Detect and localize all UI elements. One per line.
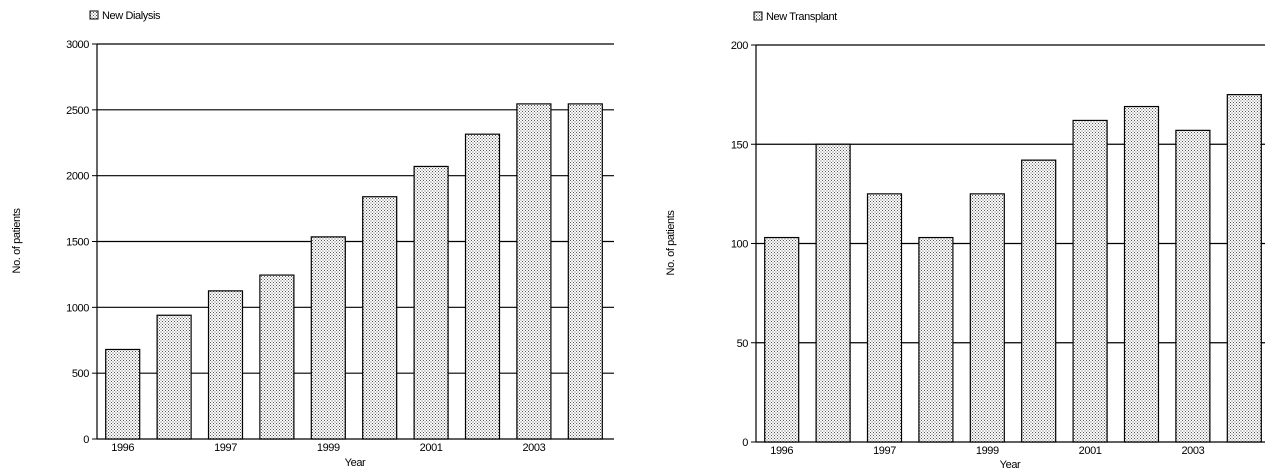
transplant-legend-label: New Transplant (766, 11, 837, 23)
transplant-ytick-label: 0 (742, 437, 748, 449)
dialysis-bar-2001 (362, 196, 398, 440)
transplant-xtick-label: 1997 (873, 445, 896, 457)
transplant-ytick-label: 200 (731, 40, 748, 52)
transplant-x-axis-label: Year (1000, 459, 1021, 471)
transplant-legend-swatch (753, 11, 763, 21)
dialysis-x-axis-label: Year (345, 457, 366, 469)
dialysis-bar-1997 (156, 314, 192, 440)
dialysis-xtick-label: 2001 (420, 442, 443, 454)
dialysis-bar-2000 (310, 236, 346, 440)
transplant-bar-2004 (1175, 129, 1211, 443)
transplant-bar-2003 (1123, 105, 1160, 443)
transplant-bar-1999 (918, 236, 954, 443)
transplant-bar-2001 (1021, 159, 1057, 443)
dialysis-xtick-label: 1999 (317, 442, 340, 454)
transplant-bar-2005 (1226, 94, 1262, 443)
transplant-bar-2000 (969, 193, 1005, 443)
transplant-ytick-label: 50 (737, 338, 749, 350)
transplant-y-axis-label: No. of patients (665, 210, 677, 276)
transplant-ytick-label: 150 (731, 139, 748, 151)
dialysis-ytick-label: 1000 (66, 302, 89, 314)
dialysis-bar-1999 (259, 274, 295, 440)
transplant-xtick-label: 2001 (1079, 445, 1102, 457)
dialysis-ytick-label: 2500 (66, 105, 89, 117)
dialysis-xtick-label: 2003 (522, 442, 545, 454)
dialysis-bar-2004 (516, 103, 552, 440)
transplant-xtick-label: 1996 (770, 445, 793, 457)
dialysis-xtick-label: 1997 (214, 442, 237, 454)
dialysis-ytick-label: 0 (83, 434, 89, 446)
dialysis-legend-swatch (89, 10, 99, 20)
transplant-bar-2002 (1072, 119, 1108, 443)
transplant-chart: 0 50 100 150 200 1996 1997 1999 2001 2003 Year No. … (665, 11, 1265, 471)
transplant-xtick-label: 1999 (976, 445, 999, 457)
dialysis-ytick-label: 3000 (66, 39, 89, 51)
dialysis-bar-2003 (464, 133, 501, 440)
transplant-ytick-label: 100 (731, 239, 748, 251)
dialysis-xtick-label: 1996 (111, 442, 134, 454)
transplant-bar-1998 (866, 193, 903, 443)
dialysis-bar-1996 (105, 348, 141, 440)
dialysis-bar-2002 (413, 165, 449, 440)
dialysis-bar-2005 (567, 103, 603, 440)
transplant-bar-1997 (815, 143, 851, 443)
dialysis-legend-label: New Dialysis (102, 10, 161, 22)
dialysis-ytick-label: 2000 (66, 171, 89, 183)
transplant-bar-1996 (764, 236, 800, 443)
dialysis-y-axis-label: No. of patients (11, 208, 23, 274)
dialysis-bar-1998 (207, 290, 244, 440)
dialysis-chart: 0 500 1000 1500 2000 2500 3000 1996 1997 1999 2001… (11, 10, 614, 469)
dialysis-ytick-label: 1500 (66, 237, 89, 249)
dialysis-ytick-label: 500 (72, 368, 89, 380)
transplant-xtick-label: 2003 (1181, 445, 1204, 457)
